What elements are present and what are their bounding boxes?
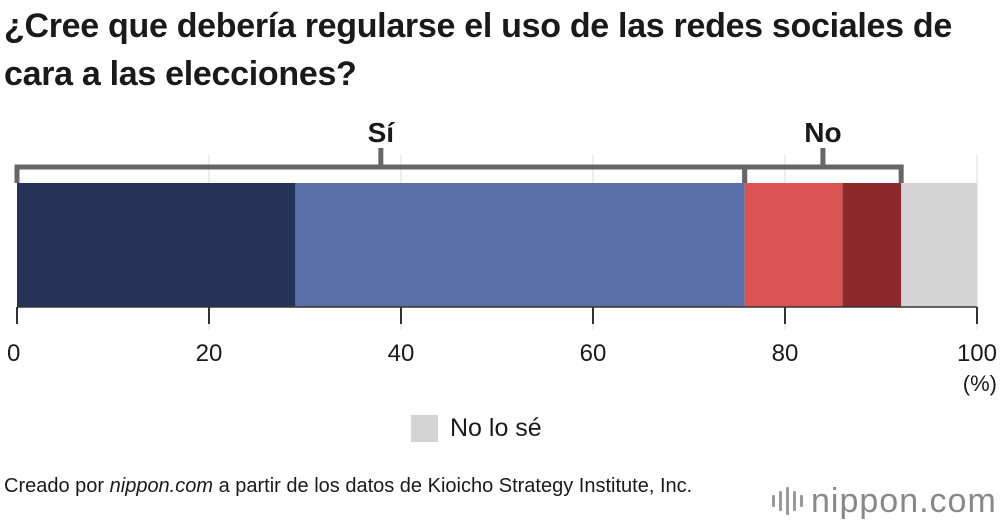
- x-tick-label: 100: [957, 340, 997, 367]
- source-site: nippon.com: [109, 475, 214, 497]
- bracket-label-1: Sí: [368, 117, 396, 148]
- chart-title: ¿Cree que debería regularse el uso de la…: [4, 7, 952, 93]
- bar-segment-1: [17, 183, 296, 307]
- source-note: Creado por nippon.com a partir de los da…: [4, 475, 693, 497]
- legend-swatch-no-lo-se: [411, 414, 438, 442]
- bar-segment-4: [842, 183, 902, 307]
- logo-bars-icon: [772, 486, 803, 516]
- x-tick-label: 40: [388, 340, 415, 367]
- bracket-2: [742, 164, 904, 183]
- legend-label-no-lo-se: No lo sé: [450, 413, 542, 442]
- nippon-logo: nippon.com: [772, 480, 997, 522]
- x-tick-label: 0: [7, 340, 20, 367]
- bar-segment-2: [295, 183, 745, 307]
- x-tick-label: 60: [580, 340, 607, 367]
- x-axis-unit: (%): [963, 371, 997, 396]
- bar-segment-3: [744, 183, 843, 307]
- bracket-1: [14, 164, 748, 183]
- bracket-label-2: No: [804, 117, 841, 148]
- x-tick-label: 20: [196, 340, 223, 367]
- legend: No lo sé: [411, 412, 542, 444]
- stacked-bar-chart: Sí No 0 20 40 60 80 100 (%): [7, 117, 997, 396]
- bar-segment-5: [901, 183, 977, 307]
- logo-text: nippon.com: [811, 481, 997, 520]
- x-tick-label: 80: [772, 340, 799, 367]
